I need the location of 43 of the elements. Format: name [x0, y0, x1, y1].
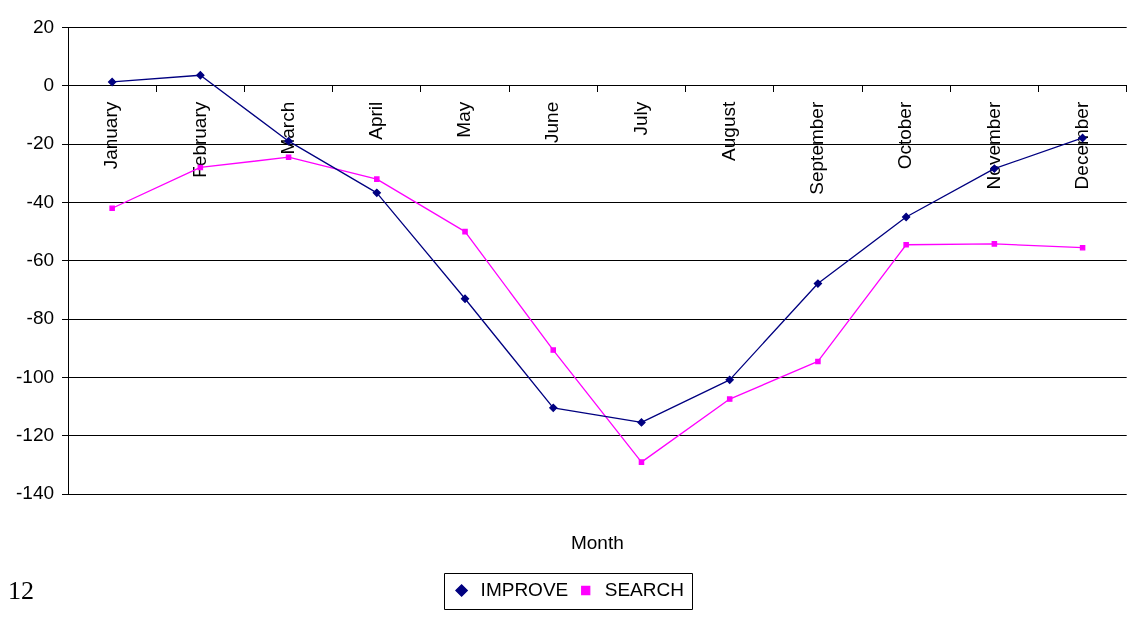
point [903, 241, 909, 248]
point [726, 396, 733, 402]
y-tick-label: -20 [26, 132, 55, 154]
x-tick-label: September [806, 101, 828, 195]
point [460, 294, 470, 303]
point [901, 212, 911, 222]
point [372, 188, 381, 197]
legend-label: SEARCH [604, 578, 684, 600]
y-tick-label: -80 [26, 307, 55, 329]
legend-label: IMPROVE [480, 578, 569, 600]
point [462, 228, 468, 235]
point [109, 205, 115, 212]
y-tick-label: 0 [43, 73, 55, 95]
point [374, 176, 380, 182]
text: 12 [8, 576, 34, 606]
point [638, 459, 645, 465]
x-tick-label: August [717, 101, 739, 161]
x-tick-label: April [365, 101, 387, 140]
point [549, 403, 558, 412]
y-tick-label: -40 [26, 190, 55, 212]
y-tick-label: -120 [16, 424, 55, 446]
point [725, 375, 734, 384]
x-tick-label: July [629, 101, 651, 136]
point [285, 154, 292, 160]
x-tick-label: May [453, 101, 475, 138]
point [813, 279, 823, 288]
point [637, 418, 646, 427]
x-tick-label: February [188, 101, 210, 178]
x-axis-title: Month [570, 531, 624, 553]
point [991, 241, 998, 247]
x-tick-label: January [100, 101, 122, 170]
y-tick-label: 20 [32, 15, 55, 37]
point [107, 77, 117, 87]
x-tick-label: November [982, 101, 1004, 190]
x-tick-label: December [1070, 101, 1092, 190]
y-tick-label: -100 [16, 365, 55, 387]
y-tick-label: -140 [16, 482, 55, 504]
x-tick-label: October [894, 101, 916, 170]
y-tick-label: -60 [26, 249, 55, 271]
point [815, 358, 821, 365]
point [196, 71, 205, 80]
point [550, 347, 557, 353]
x-tick-label: June [541, 101, 563, 143]
